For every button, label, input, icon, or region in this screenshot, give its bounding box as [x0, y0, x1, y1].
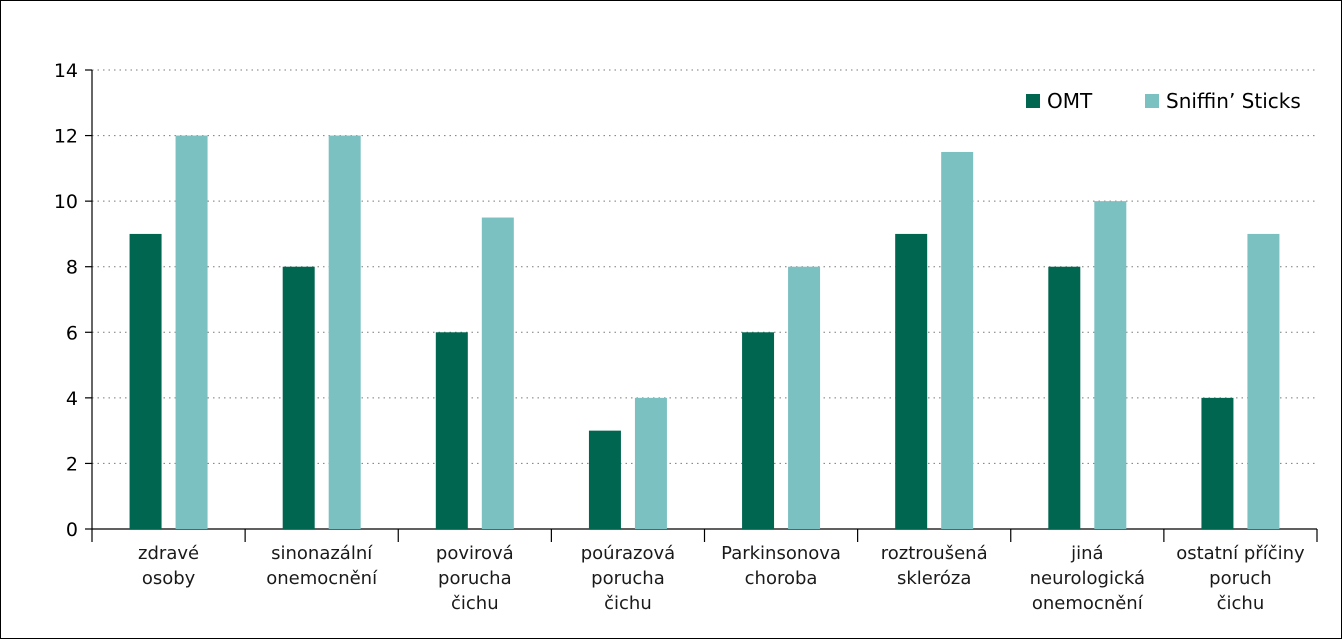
x-category-label: poúrazová porucha čichu	[581, 543, 675, 614]
x-category-label: Parkinsonova choroba	[721, 543, 841, 589]
bar-sniffin-sticks	[941, 151, 974, 529]
bar-sniffin-sticks	[788, 266, 821, 529]
x-category-label: povirová porucha čichu	[436, 543, 514, 614]
bar-omt	[1201, 397, 1234, 529]
bar-sniffin-sticks	[1094, 201, 1127, 529]
y-tick-label: 4	[66, 388, 78, 410]
gridlines	[92, 69, 1317, 464]
bar-sniffin-sticks	[634, 397, 667, 529]
x-category-label: zdravé osoby	[138, 543, 199, 589]
y-tick-label: 0	[66, 519, 78, 541]
y-tick-label: 14	[54, 60, 78, 82]
x-category-label: sinonazální onemocnění	[266, 543, 378, 589]
legend: OMT Sniffin’ Sticks	[1026, 89, 1301, 113]
x-category-label: jiná neurologická onemocnění	[1030, 543, 1145, 614]
legend-swatch-omt	[1026, 94, 1040, 108]
axes	[85, 69, 1318, 542]
bar-omt	[282, 266, 315, 529]
y-tick-label: 8	[66, 257, 78, 279]
y-tick-label: 10	[54, 191, 78, 213]
bar-omt	[895, 233, 928, 529]
bar-sniffin-sticks	[175, 135, 208, 530]
bar-sniffin-sticks	[1247, 233, 1280, 529]
bars	[129, 135, 1280, 530]
bar-sniffin-sticks	[481, 217, 514, 530]
bar-omt	[1048, 266, 1081, 529]
bar-omt	[129, 233, 162, 529]
y-tick-label: 12	[54, 126, 78, 148]
y-tick-label: 2	[66, 453, 78, 475]
bar-sniffin-sticks	[328, 135, 361, 530]
legend-label-sniffin-sticks: Sniffin’ Sticks	[1166, 89, 1301, 113]
labels: 0 2 4 6 8 10 12 14 zdravé osoby sinonazální onemocn…	[54, 60, 1305, 614]
legend-label-omt: OMT	[1047, 89, 1093, 113]
legend-swatch-sniffin-sticks	[1145, 94, 1159, 108]
y-tick-label: 6	[66, 322, 78, 344]
bar-omt	[435, 332, 468, 529]
bar-omt	[742, 332, 775, 529]
bar-omt	[588, 430, 621, 529]
x-category-label: roztroušená skleróza	[881, 543, 988, 589]
x-category-label: ostatní příčiny poruch čichu	[1176, 543, 1305, 614]
